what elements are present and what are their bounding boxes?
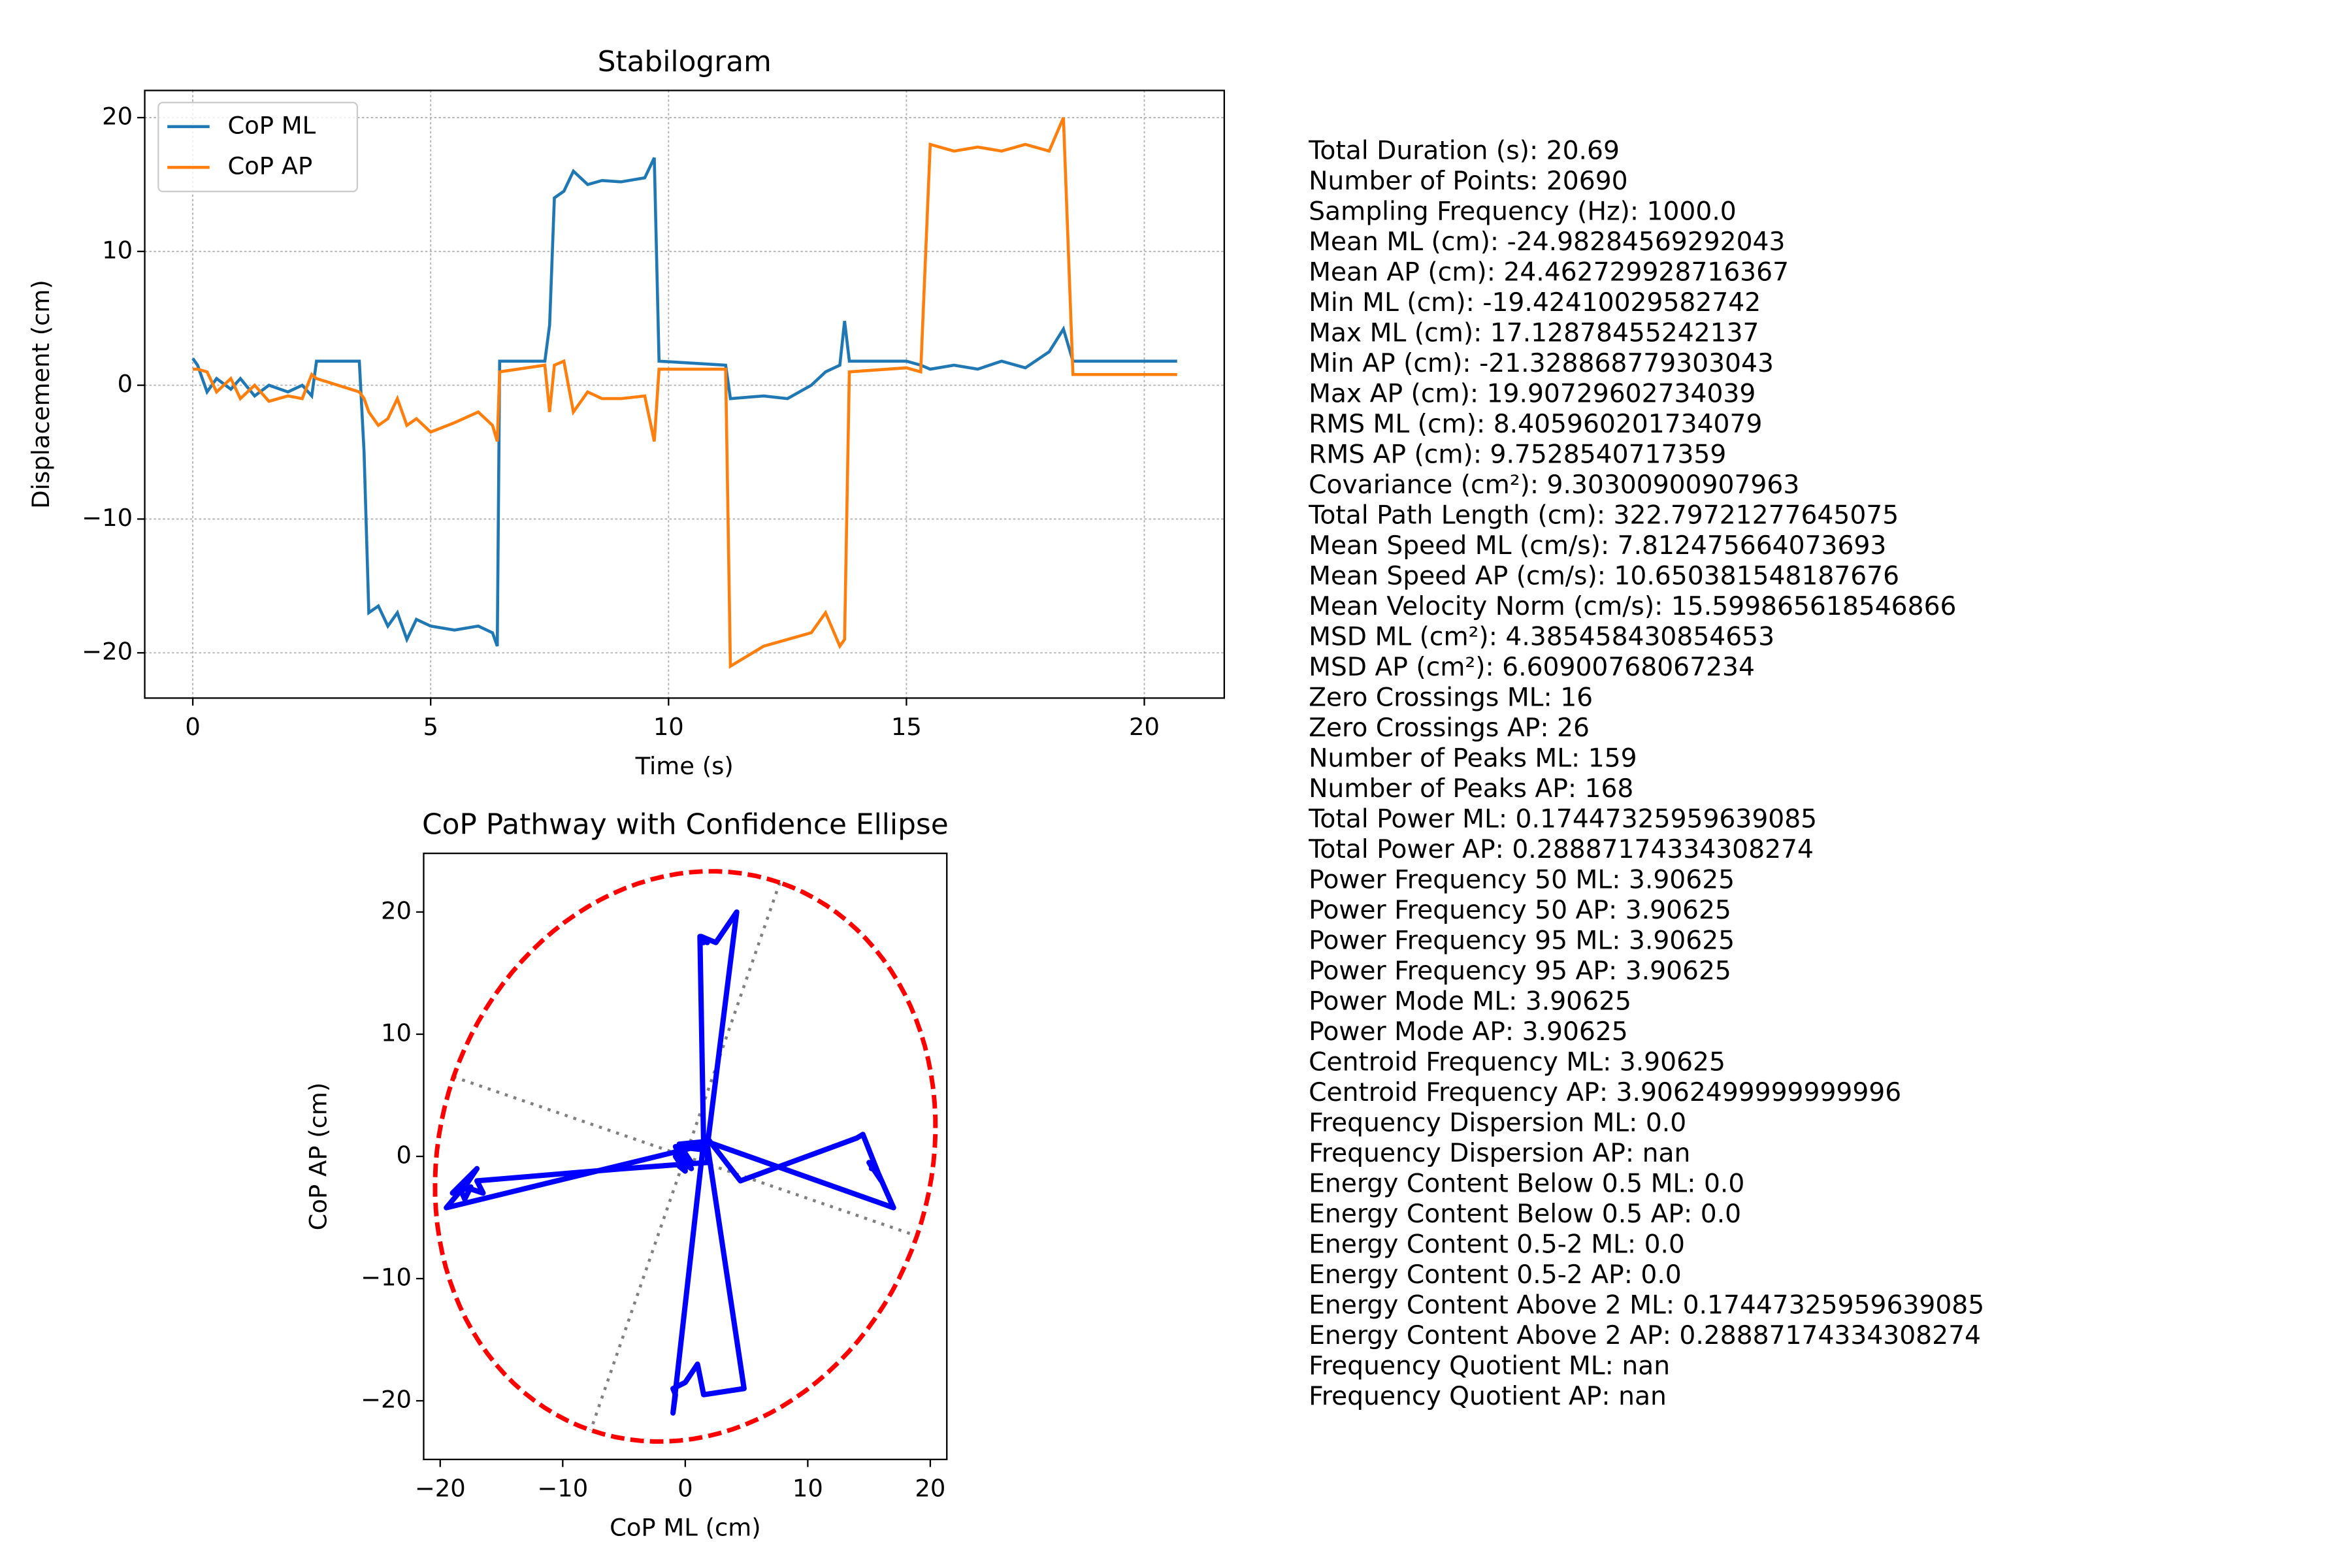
series-line [191, 157, 1177, 647]
x-tick-label: 0 [185, 713, 200, 741]
plot-frame [423, 852, 948, 1460]
y-axis-label: CoP AP (cm) [304, 1083, 333, 1231]
stat-line: Energy Content Above 2 AP: 0.28887174334… [1309, 1321, 1981, 1350]
legend-label: CoP AP [227, 152, 312, 180]
stat-line: Energy Content 0.5-2 AP: 0.0 [1309, 1260, 1682, 1290]
legend-label: CoP ML [227, 111, 316, 139]
stat-line: Energy Content Below 0.5 ML: 0.0 [1309, 1169, 1744, 1199]
stat-line: Frequency Quotient ML: nan [1309, 1352, 1670, 1381]
stat-line: Number of Points: 20690 [1309, 167, 1628, 196]
x-tick-label: 15 [891, 713, 922, 741]
stat-line: Power Mode AP: 3.90625 [1309, 1017, 1628, 1047]
series-line [193, 117, 1177, 669]
stat-line: MSD ML (cm²): 4.385458430854653 [1309, 623, 1774, 652]
stat-line: Zero Crossings AP: 26 [1309, 713, 1590, 743]
cop-path [444, 909, 896, 1416]
stat-line: Total Power ML: 0.17447325959639085 [1308, 805, 1817, 834]
stat-line: Mean Velocity Norm (cm/s): 15.5998656185… [1309, 592, 1956, 621]
stat-line: Covariance (cm²): 9.30300900907963 [1309, 470, 1799, 500]
stat-line: Frequency Quotient AP: nan [1309, 1382, 1667, 1411]
stat-line: Min ML (cm): -19.42410029582742 [1309, 288, 1761, 318]
stat-line: Total Power AP: 0.28887174334308274 [1308, 835, 1814, 864]
chart-title: CoP Pathway with Confidence Ellipse [422, 808, 949, 841]
stat-line: Energy Content Above 2 ML: 0.17447325959… [1309, 1291, 1984, 1320]
x-tick-label: −10 [537, 1475, 588, 1503]
y-tick-label: −20 [82, 638, 133, 666]
y-tick-label: 10 [102, 236, 133, 264]
stat-line: Number of Peaks AP: 168 [1309, 774, 1633, 804]
plot-frame [144, 90, 1225, 699]
x-axis-label: CoP ML (cm) [610, 1514, 761, 1542]
x-axis-label: Time (s) [635, 752, 734, 780]
stat-line: Zero Crossings ML: 16 [1309, 683, 1593, 713]
y-tick-label: −10 [361, 1264, 412, 1292]
stat-line: Min AP (cm): -21.328868779303043 [1309, 349, 1774, 378]
y-axis-label: Displacement (cm) [27, 280, 55, 508]
y-tick-label: 10 [381, 1019, 412, 1047]
stat-line: Energy Content 0.5-2 ML: 0.0 [1309, 1230, 1685, 1260]
stat-line: Frequency Dispersion ML: 0.0 [1309, 1109, 1686, 1138]
stat-line: Sampling Frequency (Hz): 1000.0 [1309, 197, 1737, 227]
stat-line: Power Frequency 95 AP: 3.90625 [1309, 956, 1731, 986]
y-tick-label: 20 [102, 103, 133, 131]
x-tick-label: −20 [415, 1475, 466, 1503]
stat-line: Power Frequency 50 AP: 3.90625 [1309, 896, 1731, 925]
stat-line: RMS AP (cm): 9.7528540717359 [1309, 440, 1726, 470]
legend-box [157, 101, 359, 193]
x-tick-label: 5 [423, 713, 438, 741]
y-tick-label: 20 [381, 896, 412, 924]
y-tick-label: −20 [361, 1386, 412, 1414]
chart-title: Stabilogram [598, 45, 772, 78]
y-tick-label: −10 [82, 504, 133, 532]
stat-line: Mean Speed AP (cm/s): 10.650381548187676 [1309, 562, 1899, 591]
stat-line: Max AP (cm): 19.90729602734039 [1309, 380, 1756, 409]
stat-line: Centroid Frequency AP: 3.906249999999999… [1309, 1078, 1901, 1107]
stat-line: Power Frequency 95 ML: 3.90625 [1309, 926, 1735, 956]
stat-line: Centroid Frequency ML: 3.90625 [1309, 1048, 1725, 1077]
x-tick-label: 10 [792, 1475, 823, 1503]
x-tick-label: 10 [653, 713, 684, 741]
stat-line: Mean AP (cm): 24.462729928716367 [1309, 258, 1789, 287]
stat-line: Max ML (cm): 17.12878455242137 [1309, 319, 1759, 348]
confidence-ellipse [433, 869, 938, 1444]
stat-line: Mean ML (cm): -24.98284569292043 [1309, 227, 1785, 257]
stat-line: MSD AP (cm²): 6.60900768067234 [1309, 653, 1755, 682]
stat-line: Total Duration (s): 20.69 [1308, 137, 1620, 166]
stat-line: Power Frequency 50 ML: 3.90625 [1309, 866, 1735, 895]
stat-line: Power Mode ML: 3.90625 [1309, 987, 1631, 1017]
x-tick-label: 20 [915, 1475, 945, 1503]
y-tick-label: 0 [397, 1141, 412, 1169]
stat-line: Number of Peaks ML: 159 [1309, 744, 1637, 774]
y-tick-label: 0 [118, 370, 133, 398]
x-tick-label: 0 [678, 1475, 693, 1503]
stat-line: Mean Speed ML (cm/s): 7.812475664073693 [1309, 531, 1886, 561]
stat-line: Frequency Dispersion AP: nan [1309, 1139, 1690, 1168]
stat-line: Total Path Length (cm): 322.797212776450… [1308, 501, 1899, 531]
x-tick-label: 20 [1129, 713, 1160, 741]
stat-line: Energy Content Below 0.5 AP: 0.0 [1309, 1200, 1741, 1229]
stat-line: RMS ML (cm): 8.405960201734079 [1309, 410, 1762, 439]
